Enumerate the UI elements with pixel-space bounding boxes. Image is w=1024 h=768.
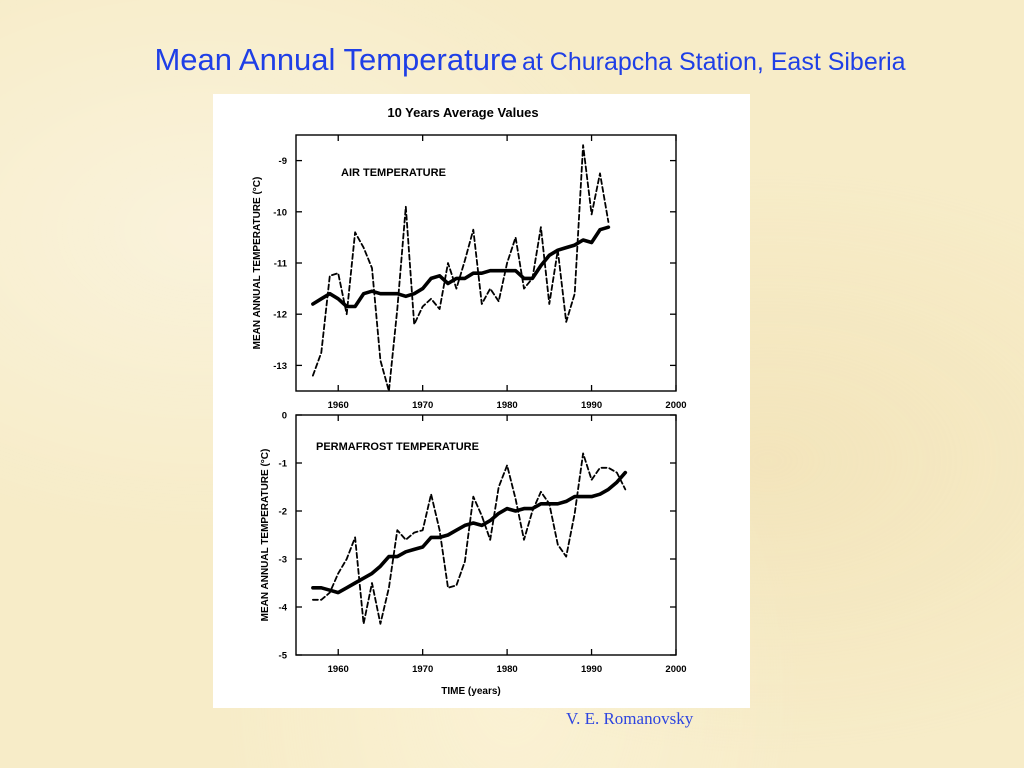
chart-canvas: 10 Years Average Values 1960 1970 1980 1990… xyxy=(252,105,687,698)
x-tick-label: 2000 xyxy=(665,400,686,411)
y-tick-label: -3 xyxy=(279,555,287,566)
y-tick-label: -4 xyxy=(279,603,288,614)
y-tick-label: -9 xyxy=(279,156,287,167)
y-tick-label: -2 xyxy=(279,507,287,518)
y-tick-label: -13 xyxy=(273,361,287,372)
annual-series-line xyxy=(312,452,627,625)
slide-title: Mean Annual Temperature at Churapcha Sta… xyxy=(0,42,1024,78)
x-tick-label: 1990 xyxy=(581,400,602,411)
slide-title-sub: at Churapcha Station, East Siberia xyxy=(521,48,906,76)
y-tick-label: -5 xyxy=(279,651,288,662)
permafrost-temperature-panel: 1960 1970 1980 1990 2000 0 -1 -2 -3 -4 -5 PERMAFROS… xyxy=(260,411,687,698)
y-axis-label: MEAN ANNUAL TEMPERATURE (°C) xyxy=(260,449,271,622)
x-tick-label: 1960 xyxy=(328,400,349,411)
y-tick-label: -10 xyxy=(273,207,287,218)
x-axis-label: TIME (years) xyxy=(441,686,500,697)
figure-title: 10 Years Average Values xyxy=(387,105,538,120)
air-temperature-panel: 1960 1970 1980 1990 2000 -9 -10 -11 -12 -13 AIR TE… xyxy=(252,134,687,411)
x-tick-label: 1960 xyxy=(328,664,349,675)
annual-series-line xyxy=(312,144,610,391)
y-tick-label: -12 xyxy=(273,310,287,321)
ten-year-average-line xyxy=(311,225,611,309)
y-tick-label: -11 xyxy=(274,259,288,270)
panel-label: AIR TEMPERATURE xyxy=(341,167,446,179)
x-tick-label: 1980 xyxy=(497,664,518,675)
chart-figure: 10 Years Average Values 1960 1970 1980 1990… xyxy=(213,94,750,708)
x-tick-label: 1970 xyxy=(412,400,433,411)
panel-label: PERMAFROST TEMPERATURE xyxy=(316,441,479,453)
author-credit: V. E. Romanovsky xyxy=(566,709,694,728)
plot-frame xyxy=(295,414,677,656)
y-axis-label: MEAN ANNUAL TEMPERATURE (°C) xyxy=(252,177,263,350)
x-tick-label: 2000 xyxy=(665,664,686,675)
slide-title-main: Mean Annual Temperature xyxy=(154,42,518,77)
x-tick-label: 1970 xyxy=(412,664,433,675)
y-tick-label: 0 xyxy=(282,411,287,422)
x-tick-label: 1990 xyxy=(581,664,602,675)
y-tick-label: -1 xyxy=(279,459,288,470)
x-tick-label: 1980 xyxy=(497,400,518,411)
ten-year-average-line xyxy=(311,470,628,595)
